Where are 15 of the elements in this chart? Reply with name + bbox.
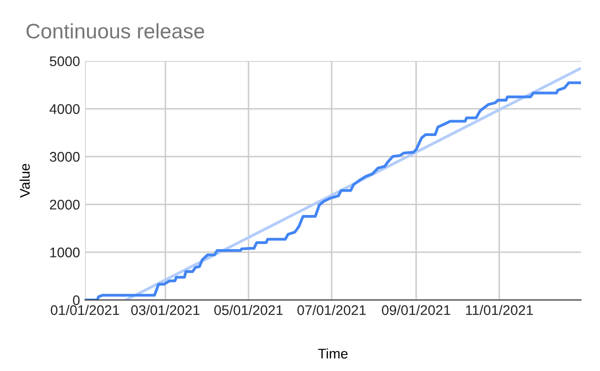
x-tick-label: 05/01/2021 [214, 304, 283, 316]
y-tick-label: 4000 [50, 104, 80, 114]
y-tick-label: 3000 [50, 152, 80, 162]
x-axis-title: Time [318, 348, 348, 359]
x-tick-label: 09/01/2021 [382, 304, 450, 316]
y-tick-label: 2000 [50, 200, 80, 210]
x-tick-label: 07/01/2021 [297, 304, 366, 316]
chart-title: Continuous release [26, 23, 204, 39]
x-tick-label: 03/01/2021 [131, 304, 200, 316]
x-tick-label: 01/01/2021 [50, 304, 120, 316]
y-tick-label: 0 [72, 295, 80, 306]
y-axis-title: Value [20, 164, 30, 198]
x-tick-label: 11/01/2021 [466, 304, 533, 316]
y-tick-label: 1000 [50, 248, 80, 258]
y-tick-label: 5000 [50, 56, 80, 66]
